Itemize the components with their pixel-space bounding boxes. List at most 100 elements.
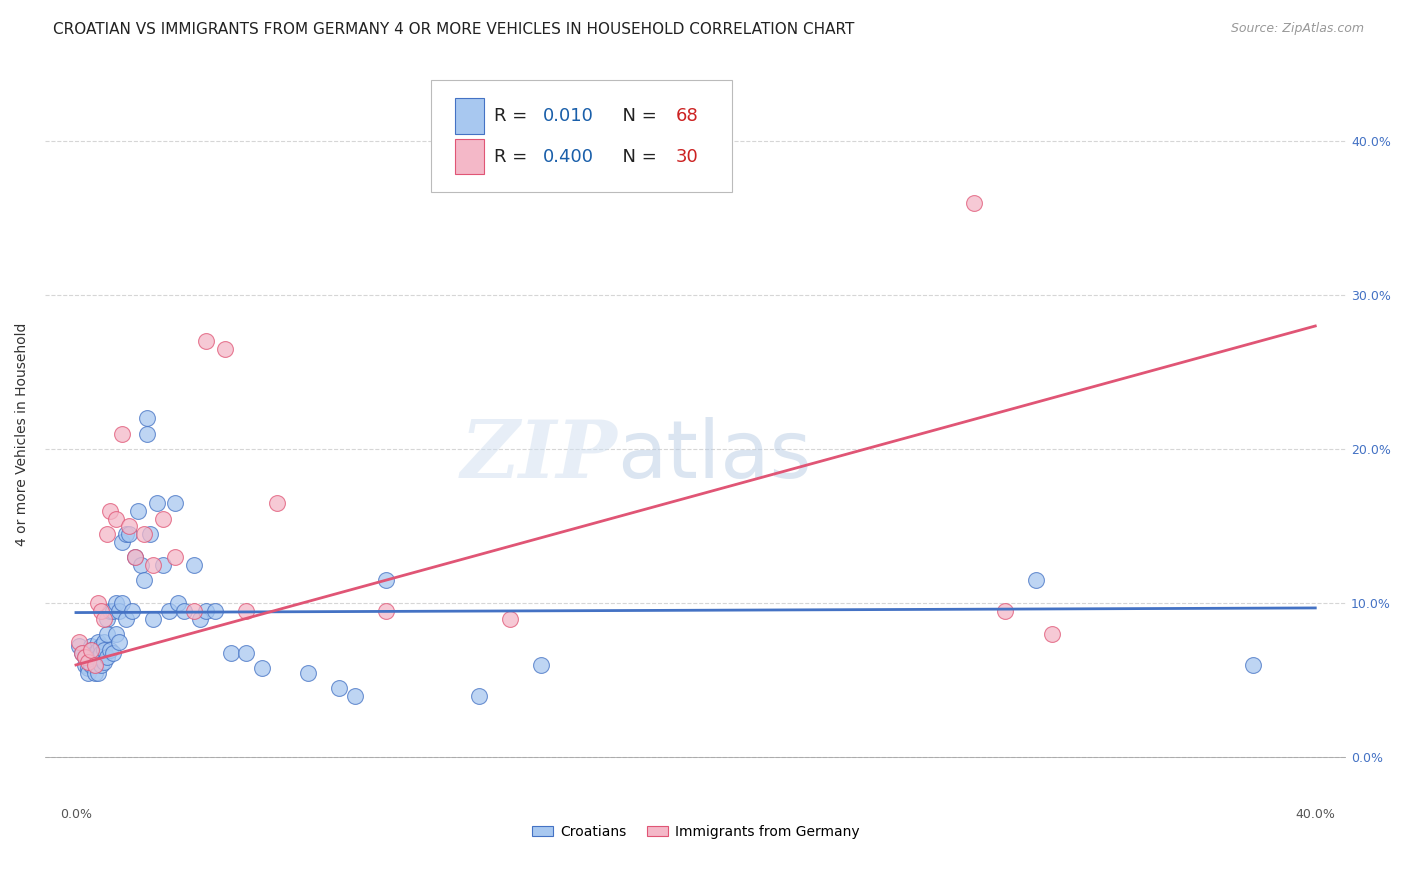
Point xyxy=(963,195,986,210)
Text: ZIP: ZIP xyxy=(461,417,617,495)
Point xyxy=(250,661,273,675)
Point xyxy=(374,573,396,587)
Point xyxy=(90,640,112,654)
Point xyxy=(105,511,128,525)
Point xyxy=(108,604,131,618)
Point xyxy=(145,496,167,510)
Point xyxy=(101,604,124,618)
Text: N =: N = xyxy=(612,147,662,166)
Point xyxy=(80,642,103,657)
Point xyxy=(235,604,257,618)
Point xyxy=(75,657,97,672)
Point xyxy=(235,646,257,660)
Point xyxy=(994,604,1017,618)
Point xyxy=(80,657,103,672)
Point xyxy=(669,165,692,179)
Point xyxy=(467,689,489,703)
Point xyxy=(98,604,121,618)
Point xyxy=(214,342,236,356)
Point xyxy=(86,642,108,657)
Point xyxy=(86,635,108,649)
Point xyxy=(98,504,121,518)
Text: 68: 68 xyxy=(676,107,699,125)
Point xyxy=(374,604,396,618)
Text: Source: ZipAtlas.com: Source: ZipAtlas.com xyxy=(1230,22,1364,36)
Point xyxy=(167,596,190,610)
Point xyxy=(111,596,134,610)
Point xyxy=(124,550,146,565)
Text: atlas: atlas xyxy=(617,417,811,495)
Text: R =: R = xyxy=(494,107,533,125)
Point xyxy=(1025,573,1047,587)
Point xyxy=(105,627,128,641)
Point xyxy=(77,665,100,680)
Point xyxy=(96,650,118,665)
Point xyxy=(195,334,218,349)
Point xyxy=(83,657,105,672)
Point xyxy=(86,665,108,680)
Point xyxy=(266,496,288,510)
Point xyxy=(108,635,131,649)
Point xyxy=(90,657,112,672)
Point xyxy=(90,646,112,660)
Point xyxy=(75,650,97,665)
Point xyxy=(114,527,136,541)
Point xyxy=(152,558,174,572)
Point xyxy=(98,642,121,657)
Point xyxy=(117,519,139,533)
Point xyxy=(70,646,93,660)
Point xyxy=(96,612,118,626)
FancyBboxPatch shape xyxy=(456,139,484,174)
Point xyxy=(67,640,90,654)
Point xyxy=(129,558,152,572)
Text: 0.010: 0.010 xyxy=(543,107,595,125)
Point xyxy=(134,527,156,541)
Point xyxy=(77,655,100,669)
Point xyxy=(136,426,159,441)
Point xyxy=(121,604,143,618)
Point xyxy=(157,604,180,618)
Point xyxy=(188,612,211,626)
Text: CROATIAN VS IMMIGRANTS FROM GERMANY 4 OR MORE VEHICLES IN HOUSEHOLD CORRELATION : CROATIAN VS IMMIGRANTS FROM GERMANY 4 OR… xyxy=(53,22,855,37)
Point xyxy=(93,655,115,669)
Point xyxy=(297,665,319,680)
Text: R =: R = xyxy=(494,147,533,166)
Point xyxy=(165,550,187,565)
Point xyxy=(328,681,350,695)
Point xyxy=(83,650,105,665)
Legend: Croatians, Immigrants from Germany: Croatians, Immigrants from Germany xyxy=(526,820,865,845)
Point xyxy=(67,635,90,649)
Point xyxy=(83,646,105,660)
Point xyxy=(183,604,205,618)
Point xyxy=(142,558,165,572)
Point xyxy=(165,496,187,510)
Point xyxy=(101,646,124,660)
Point xyxy=(530,657,553,672)
FancyBboxPatch shape xyxy=(456,98,484,134)
Point xyxy=(75,650,97,665)
FancyBboxPatch shape xyxy=(432,80,733,192)
Point xyxy=(96,527,118,541)
Point xyxy=(142,612,165,626)
Point xyxy=(80,642,103,657)
Point xyxy=(195,604,218,618)
Point xyxy=(1241,657,1264,672)
Text: 0.400: 0.400 xyxy=(543,147,595,166)
Point xyxy=(114,612,136,626)
Point xyxy=(105,596,128,610)
Point xyxy=(183,558,205,572)
Point xyxy=(96,627,118,641)
Point xyxy=(124,550,146,565)
Point xyxy=(1040,627,1063,641)
Point xyxy=(93,612,115,626)
Point xyxy=(343,689,366,703)
Point xyxy=(111,426,134,441)
Point xyxy=(117,527,139,541)
Point xyxy=(127,504,149,518)
Point xyxy=(86,650,108,665)
Point xyxy=(499,612,522,626)
Point xyxy=(77,661,100,675)
Text: N =: N = xyxy=(612,107,662,125)
Point xyxy=(93,635,115,649)
Point xyxy=(139,527,162,541)
